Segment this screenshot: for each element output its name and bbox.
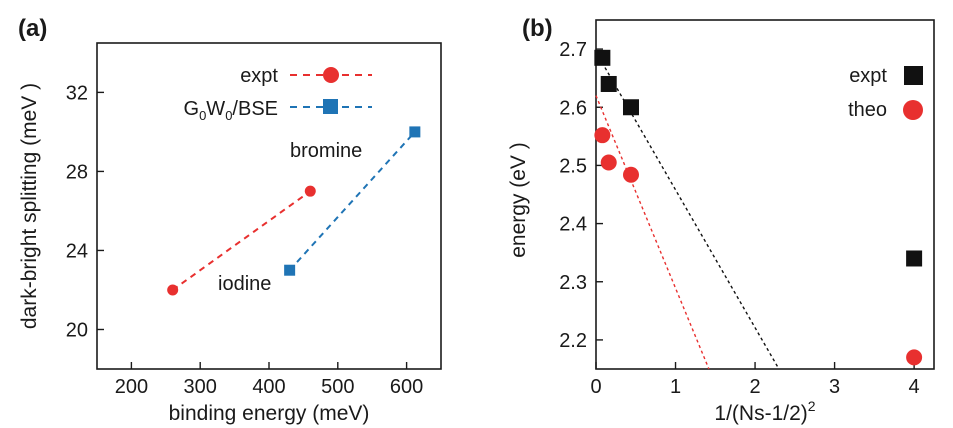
panel-a-plot-frame bbox=[96, 42, 442, 370]
panel-a-x-axis-label: binding energy (meV) bbox=[169, 402, 370, 425]
panel-a-series-1-line bbox=[288, 131, 416, 271]
panel-b-x-tick-label: 3 bbox=[829, 376, 840, 398]
panel-b-series-1-point bbox=[622, 166, 639, 183]
panel-b-x-tick-label: 2 bbox=[749, 376, 760, 398]
annotation-iodine: iodine bbox=[218, 273, 271, 295]
panel-b: (b) 0 1 2 3 4 2.2 2.3 2.4 2.5 2.6 2.7 1/(Ns-1/2)2… bbox=[507, 15, 935, 425]
panel-b-y-tick-label: 2.6 bbox=[559, 97, 587, 119]
panel-a-series-0-point bbox=[167, 284, 179, 296]
panel-a-x-tick-label: 300 bbox=[184, 376, 217, 398]
panel-a-y-ticks: 20 24 28 32 bbox=[66, 82, 104, 341]
panel-a-y-tick-label: 32 bbox=[66, 82, 88, 104]
panel-a-x-tick-label: 400 bbox=[252, 376, 285, 398]
panel-b-x-tick-label: 4 bbox=[909, 376, 920, 398]
panel-b-series-1-point bbox=[906, 349, 923, 366]
panel-a-x-tick-label: 200 bbox=[115, 376, 148, 398]
panel-b-legend: expt theo bbox=[848, 65, 923, 121]
panel-a-letter: (a) bbox=[18, 15, 47, 42]
panel-a-fit-lines bbox=[172, 131, 416, 291]
legend-gw-bse-marker bbox=[323, 99, 338, 114]
panel-b-y-ticks: 2.2 2.3 2.4 2.5 2.6 2.7 bbox=[559, 39, 603, 352]
panel-b-series-0-point bbox=[906, 250, 923, 267]
panel-a-y-tick-label: 28 bbox=[66, 161, 88, 183]
panel-b-x-axis-label: 1/(Ns-1/2)2 bbox=[714, 398, 815, 425]
panel-b-series-0-point bbox=[600, 75, 617, 92]
panel-b-y-tick-label: 2.2 bbox=[559, 330, 587, 352]
annotation-bromine: bromine bbox=[290, 140, 362, 162]
legend-theo-marker bbox=[903, 100, 923, 120]
panel-b-series-1-point bbox=[594, 127, 611, 144]
panel-b-y-tick-label: 2.7 bbox=[559, 39, 587, 61]
panel-a-x-tick-label: 600 bbox=[390, 376, 423, 398]
panel-b-x-tick-label: 0 bbox=[590, 376, 601, 398]
panel-a: (a) 200 300 400 500 600 20 24 28 32 binding ene… bbox=[18, 15, 442, 425]
panel-b-series-1-point bbox=[600, 154, 617, 171]
panel-a-y-tick-label: 20 bbox=[66, 319, 88, 341]
panel-b-y-axis-label: energy (eV ) bbox=[507, 142, 530, 258]
panel-a-y-axis-label: dark-bright splitting (meV ) bbox=[18, 83, 41, 329]
panel-b-points bbox=[594, 49, 923, 366]
panel-a-series-1-point bbox=[284, 264, 296, 276]
panel-a-x-ticks: 200 300 400 500 600 bbox=[115, 362, 423, 398]
panel-a-points bbox=[167, 126, 421, 296]
panel-b-series-1-fit-line bbox=[595, 95, 710, 370]
panel-b-series-0-point bbox=[622, 99, 639, 116]
panel-b-y-tick-label: 2.4 bbox=[559, 214, 587, 236]
panel-a-y-tick-label: 24 bbox=[66, 240, 88, 262]
legend-expt-b-marker bbox=[904, 66, 923, 85]
legend-expt-marker bbox=[323, 67, 339, 83]
panel-b-x-ticks: 0 1 2 3 4 bbox=[590, 362, 920, 398]
panel-a-series-0-point bbox=[304, 185, 316, 197]
panel-b-series-0-point bbox=[594, 49, 611, 66]
legend-expt-label: expt bbox=[240, 65, 278, 87]
panel-b-y-tick-label: 2.3 bbox=[559, 272, 587, 294]
panel-b-y-tick-label: 2.5 bbox=[559, 155, 587, 177]
panel-b-plot-frame bbox=[595, 19, 935, 370]
panel-b-x-tick-label: 1 bbox=[670, 376, 681, 398]
legend-expt-b-label: expt bbox=[849, 65, 887, 87]
legend-gw-bse-label: G0W0/BSE bbox=[184, 98, 279, 123]
panel-a-x-tick-label: 500 bbox=[321, 376, 354, 398]
panel-a-legend: expt G0W0/BSE bbox=[184, 65, 372, 123]
panel-a-series-1-point bbox=[409, 126, 421, 138]
legend-theo-label: theo bbox=[848, 99, 887, 121]
panel-b-letter: (b) bbox=[522, 15, 553, 42]
